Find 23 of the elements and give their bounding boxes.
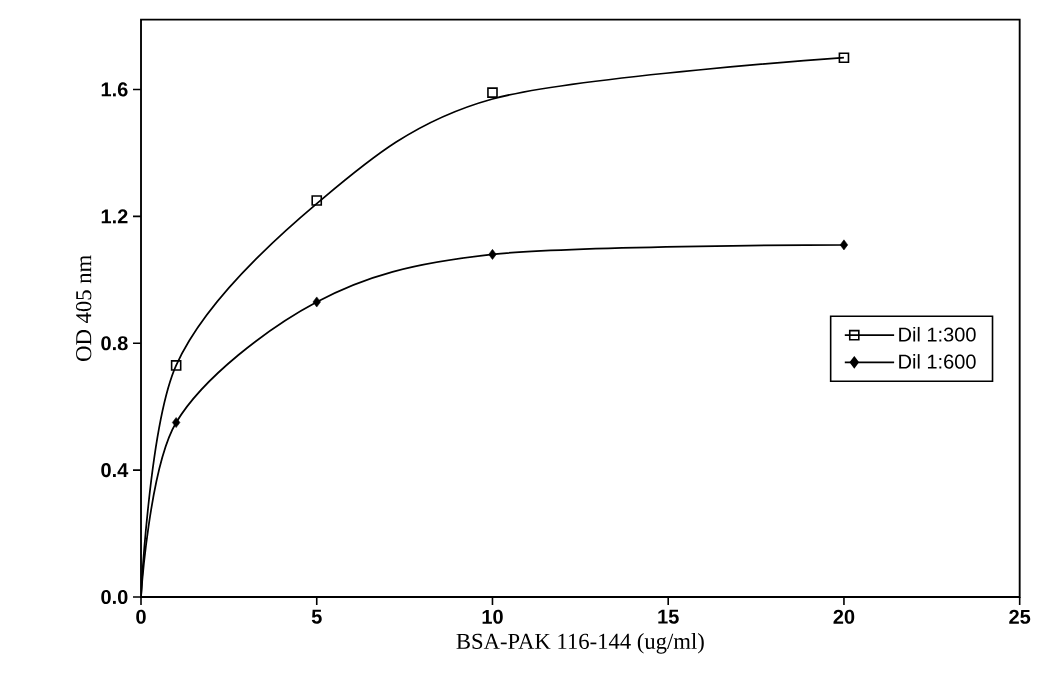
x-axis-title: BSA-PAK 116-144 (ug/ml) bbox=[456, 633, 704, 654]
x-tick-label: 20 bbox=[833, 609, 855, 624]
point bbox=[839, 239, 849, 251]
point bbox=[311, 195, 323, 206]
y-tick-label: 1.2 bbox=[101, 209, 128, 224]
y-tick-label: 0.4 bbox=[101, 463, 129, 478]
y-tick-label: 0.8 bbox=[101, 336, 128, 351]
legend-label: Dil 1:300 bbox=[899, 326, 976, 342]
y-tick-label: 1.6 bbox=[101, 82, 128, 97]
y-tick-label: 0.0 bbox=[101, 589, 128, 605]
point bbox=[170, 360, 182, 371]
point bbox=[312, 296, 321, 308]
x-tick-label: 25 bbox=[1009, 609, 1031, 624]
x-tick-label: 15 bbox=[658, 609, 679, 624]
y-axis-title: OD 405 nm bbox=[76, 255, 92, 361]
x-tick-label: 0 bbox=[136, 609, 146, 624]
x-tick-label: 5 bbox=[311, 609, 322, 624]
point bbox=[487, 87, 498, 98]
legend-label: Dil 1:600 bbox=[899, 354, 976, 369]
point bbox=[172, 417, 181, 428]
point bbox=[838, 52, 850, 64]
x-tick-label: 10 bbox=[482, 609, 503, 624]
point bbox=[488, 249, 497, 260]
